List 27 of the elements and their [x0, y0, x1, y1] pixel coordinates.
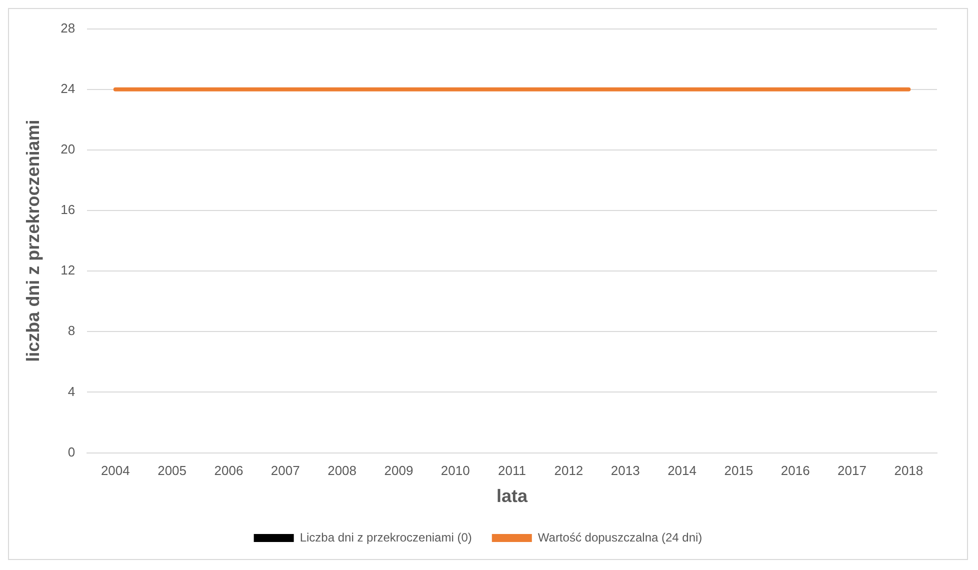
legend-label: Wartość dopuszczalna (24 dni): [538, 530, 702, 544]
legend-label: Liczba dni z przekroczeniami (0): [300, 530, 472, 544]
y-tick-label: 24: [60, 80, 76, 96]
x-tick-label: 2017: [838, 463, 866, 478]
x-tick-label: 2018: [894, 463, 924, 478]
x-tick-label: 2005: [158, 463, 187, 478]
x-axis-title: lata: [496, 486, 529, 506]
y-tick-label: 4: [68, 384, 76, 399]
x-tick-label: 2007: [270, 463, 300, 478]
x-tick-label: 2011: [498, 463, 526, 478]
x-tick-label: 2004: [100, 463, 130, 478]
x-tick-label: 2008: [328, 463, 357, 478]
x-tick-label: 2009: [384, 463, 414, 478]
y-tick-label: 8: [68, 323, 76, 338]
y-tick-label: 16: [60, 202, 76, 218]
y-tick-label: 28: [60, 20, 76, 36]
x-tick-label: 2015: [724, 463, 754, 478]
x-tick-label: 2010: [440, 463, 470, 478]
x-tick-label: 2016: [780, 463, 810, 478]
y-tick-label: 12: [60, 262, 76, 278]
y-axis-title: liczba dni z przekroczeniami: [22, 120, 43, 362]
x-tick-label: 2014: [668, 463, 696, 478]
x-tick-label: 2012: [554, 463, 584, 478]
x-tick-label: 2006: [214, 463, 244, 478]
y-tick-label: 20: [60, 142, 76, 157]
x-tick-label: 2013: [610, 463, 640, 478]
y-tick-label: 0: [68, 444, 76, 460]
